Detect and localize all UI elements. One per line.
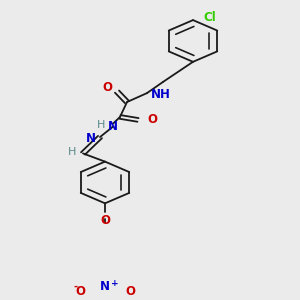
Text: N: N: [86, 132, 96, 145]
Text: O: O: [102, 81, 112, 94]
Text: Cl: Cl: [203, 11, 216, 24]
Text: NH: NH: [151, 88, 171, 101]
Text: O: O: [100, 214, 110, 227]
Text: H: H: [68, 147, 76, 157]
Text: O: O: [75, 285, 85, 298]
Text: H: H: [97, 120, 105, 130]
Text: O: O: [125, 285, 135, 298]
Text: +: +: [111, 278, 118, 287]
Text: N: N: [100, 280, 110, 293]
Text: -: -: [74, 282, 78, 292]
Text: N: N: [108, 120, 118, 133]
Text: O: O: [147, 113, 157, 126]
